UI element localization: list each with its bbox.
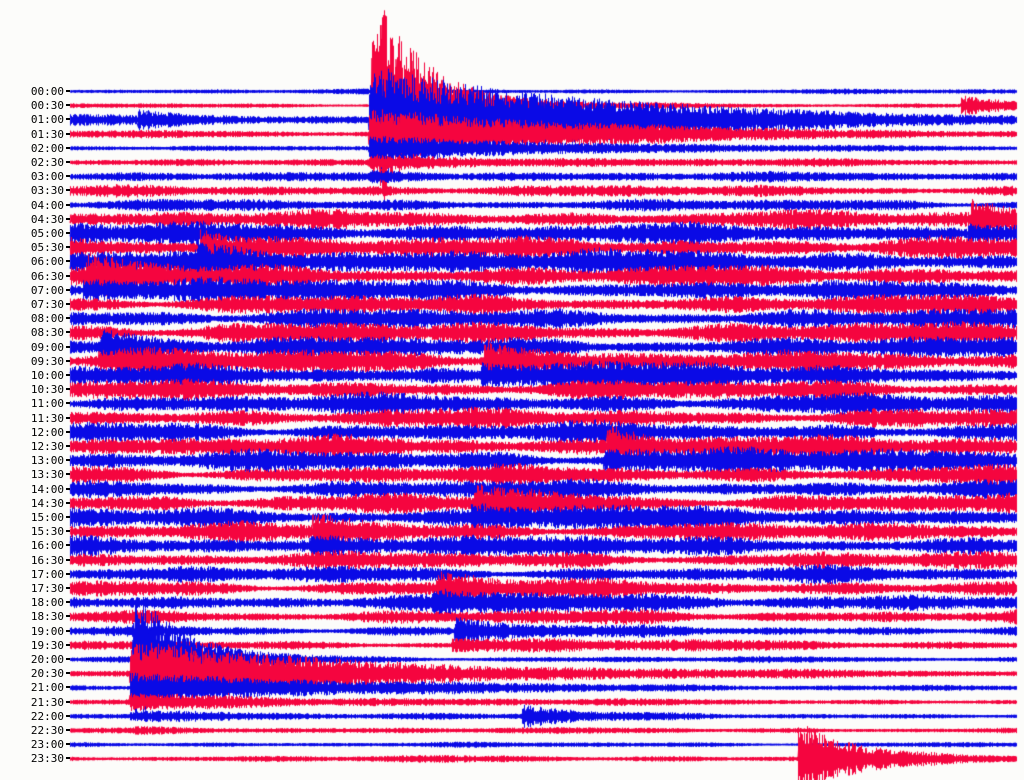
time-tick-label: 12:30: [30, 440, 64, 453]
time-tick-label: 01:30: [30, 127, 64, 141]
axis-tick-mark: [66, 430, 70, 433]
time-tick-label: 21:00: [30, 681, 64, 695]
time-tick-label: 09:00: [30, 340, 64, 354]
time-tick-label: 06:00: [30, 255, 64, 269]
time-tick-label: 18:30: [30, 610, 64, 624]
time-tick-label: 15:00: [30, 511, 64, 524]
axis-tick-mark: [66, 359, 70, 362]
axis-tick-mark: [66, 402, 70, 405]
axis-tick-mark: [66, 743, 70, 746]
time-tick-label: 12:00: [30, 425, 64, 439]
axis-tick-mark: [66, 729, 70, 731]
time-tick-label: 10:30: [30, 383, 64, 397]
axis-tick-mark: [66, 331, 70, 334]
time-tick-label: 13:30: [30, 468, 64, 482]
time-tick-label: 09:30: [30, 354, 64, 368]
time-tick-label: 23:00: [30, 738, 64, 752]
axis-tick-mark: [66, 572, 70, 575]
time-tick-label: 14:30: [30, 496, 64, 510]
axis-tick-mark: [66, 700, 70, 703]
time-tick-label: 08:30: [30, 326, 64, 340]
time-tick-label: 20:30: [30, 667, 64, 681]
axis-tick-mark: [66, 686, 70, 689]
axis-tick-mark: [66, 615, 70, 618]
axis-tick-mark: [66, 587, 70, 589]
axis-tick-mark: [66, 345, 70, 348]
time-tick-label: 11:30: [30, 411, 64, 425]
time-tick-label: 04:00: [30, 198, 64, 212]
time-tick-label: 03:30: [30, 184, 64, 198]
axis-tick-mark: [66, 217, 70, 220]
time-tick-label: 07:00: [30, 283, 64, 297]
axis-tick-mark: [66, 374, 70, 376]
time-tick-label: 20:00: [30, 653, 64, 666]
axis-tick-mark: [66, 303, 70, 305]
axis-tick-mark: [66, 416, 70, 419]
time-tick-label: 11:00: [30, 397, 64, 411]
axis-tick-mark: [66, 288, 70, 291]
axis-tick-mark: [66, 90, 70, 92]
axis-tick-mark: [66, 203, 70, 206]
axis-tick-mark: [66, 146, 70, 149]
axis-tick-mark: [66, 487, 70, 490]
time-tick-label: 08:00: [30, 312, 64, 326]
time-tick-label: 22:00: [30, 709, 64, 723]
axis-tick-mark: [66, 274, 70, 277]
time-tick-label: 18:00: [30, 596, 64, 610]
axis-tick-mark: [66, 189, 70, 192]
time-tick-label: 06:30: [30, 269, 64, 283]
axis-tick-mark: [66, 643, 70, 646]
time-tick-label: 21:30: [30, 695, 64, 709]
axis-tick-mark: [66, 714, 70, 717]
time-tick-label: 17:30: [30, 582, 64, 595]
time-tick-label: 05:00: [30, 227, 64, 240]
time-tick-label: 10:00: [30, 369, 64, 382]
axis-tick-mark: [66, 118, 70, 121]
time-tick-label: 01:00: [30, 113, 64, 127]
time-tick-label: 16:00: [30, 539, 64, 553]
axis-tick-mark: [66, 757, 70, 760]
axis-tick-mark: [66, 175, 70, 178]
axis-tick-mark: [66, 516, 70, 518]
axis-tick-mark: [66, 544, 70, 547]
axis-tick-mark: [66, 232, 70, 234]
time-tick-label: 00:30: [30, 99, 64, 113]
axis-tick-mark: [66, 658, 70, 660]
axis-tick-mark: [66, 246, 70, 249]
axis-tick-mark: [66, 601, 70, 604]
axis-tick-mark: [66, 132, 70, 135]
axis-tick-mark: [66, 629, 70, 632]
time-tick-label: 04:30: [30, 212, 64, 226]
time-tick-label: 22:30: [30, 724, 64, 737]
axis-tick-mark: [66, 104, 70, 107]
time-tick-label: 13:00: [30, 454, 64, 468]
time-tick-label: 02:30: [30, 156, 64, 169]
axis-tick-mark: [66, 672, 70, 675]
axis-tick-mark: [66, 317, 70, 320]
time-tick-label: 02:00: [30, 141, 64, 155]
axis-tick-mark: [66, 558, 70, 561]
time-tick-label: 17:00: [30, 567, 64, 581]
axis-tick-mark: [66, 445, 70, 447]
time-tick-label: 05:30: [30, 241, 64, 255]
time-tick-label: 03:00: [30, 170, 64, 184]
time-tick-label: 19:00: [30, 624, 64, 638]
axis-tick-mark: [66, 501, 70, 504]
time-tick-label: 00:00: [30, 85, 64, 98]
time-tick-label: 14:00: [30, 482, 64, 496]
axis-tick-mark: [66, 260, 70, 263]
axis-tick-mark: [66, 459, 70, 462]
time-tick-label: 23:30: [30, 752, 64, 766]
axis-tick-mark: [66, 530, 70, 533]
axis-tick-mark: [66, 473, 70, 476]
time-tick-label: 19:30: [30, 638, 64, 652]
time-tick-label: 16:30: [30, 553, 64, 567]
axis-tick-mark: [66, 388, 70, 391]
time-tick-label: 15:30: [30, 525, 64, 539]
time-tick-label: 07:30: [30, 298, 64, 311]
axis-tick-mark: [66, 161, 70, 163]
